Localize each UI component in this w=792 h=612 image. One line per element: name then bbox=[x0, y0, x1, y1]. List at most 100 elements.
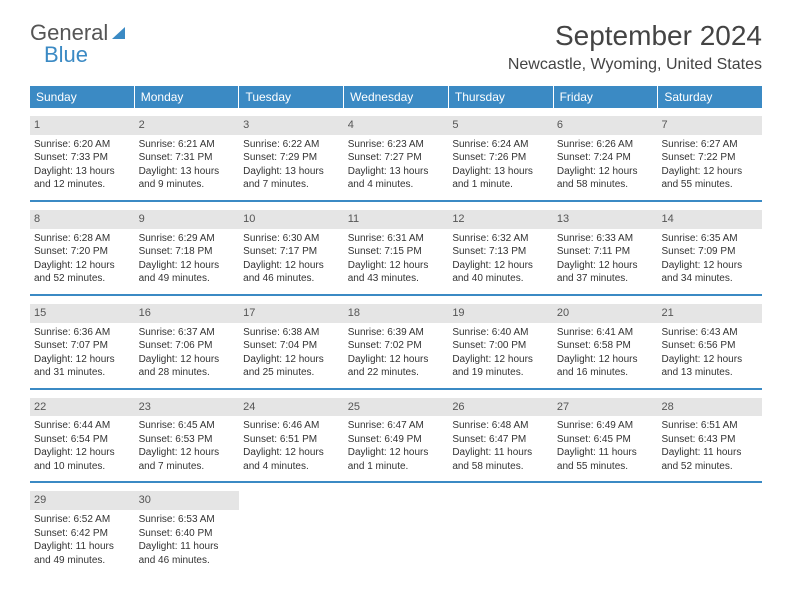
month-title: September 2024 bbox=[508, 20, 762, 52]
sunset-line: Sunset: 7:15 PM bbox=[348, 245, 445, 259]
daylight-line: Daylight: 11 hours and 55 minutes. bbox=[557, 446, 654, 473]
calendar-day: 11Sunrise: 6:31 AMSunset: 7:15 PMDayligh… bbox=[344, 208, 449, 294]
daylight-line: Daylight: 12 hours and 58 minutes. bbox=[557, 165, 654, 192]
sunset-line: Sunset: 6:42 PM bbox=[34, 527, 131, 541]
calendar-day: 8Sunrise: 6:28 AMSunset: 7:20 PMDaylight… bbox=[30, 208, 135, 294]
sunrise-line: Sunrise: 6:21 AM bbox=[139, 138, 236, 152]
daylight-line: Daylight: 12 hours and 40 minutes. bbox=[452, 259, 549, 286]
sunset-line: Sunset: 6:49 PM bbox=[348, 433, 445, 447]
calendar-day: 13Sunrise: 6:33 AMSunset: 7:11 PMDayligh… bbox=[553, 208, 658, 294]
sunset-line: Sunset: 7:17 PM bbox=[243, 245, 340, 259]
sunrise-line: Sunrise: 6:28 AM bbox=[34, 232, 131, 246]
sunset-line: Sunset: 7:07 PM bbox=[34, 339, 131, 353]
day-number: 10 bbox=[239, 210, 344, 229]
daylight-line: Daylight: 12 hours and 7 minutes. bbox=[139, 446, 236, 473]
calendar-day: 25Sunrise: 6:47 AMSunset: 6:49 PMDayligh… bbox=[344, 396, 449, 482]
sunrise-line: Sunrise: 6:29 AM bbox=[139, 232, 236, 246]
daylight-line: Daylight: 12 hours and 28 minutes. bbox=[139, 353, 236, 380]
sunset-line: Sunset: 6:58 PM bbox=[557, 339, 654, 353]
daylight-line: Daylight: 12 hours and 49 minutes. bbox=[139, 259, 236, 286]
calendar-day: 24 Sunrise: 6:46 AMSunset: 6:51 PMDayligh… bbox=[239, 396, 344, 482]
sunrise-line: Sunrise: 6:46 AM bbox=[243, 419, 340, 433]
sunset-line: Sunset: 7:13 PM bbox=[452, 245, 549, 259]
daylight-line: Daylight: 13 hours and 4 minutes. bbox=[348, 165, 445, 192]
calendar-day: 27 Sunrise: 6:49 AMSunset: 6:45 PMDayligh… bbox=[553, 396, 658, 482]
sunrise-line: Sunrise: 6:20 AM bbox=[34, 138, 131, 152]
calendar-body: 1Sunrise: 6:20 AMSunset: 7:33 PMDaylight… bbox=[30, 114, 762, 575]
day-number: 8 bbox=[30, 210, 135, 229]
calendar-day: 2Sunrise: 6:21 AMSunset: 7:31 PMDaylight… bbox=[135, 114, 240, 200]
calendar-day: 18Sunrise: 6:39 AMSunset: 7:02 PMDayligh… bbox=[344, 302, 449, 388]
sunset-line: Sunset: 7:26 PM bbox=[452, 151, 549, 165]
day-number: 24 bbox=[239, 398, 344, 417]
day-number: 12 bbox=[448, 210, 553, 229]
day-number: 17 bbox=[239, 304, 344, 323]
calendar-week: 1Sunrise: 6:20 AMSunset: 7:33 PMDaylight… bbox=[30, 114, 762, 202]
daylight-line: Daylight: 12 hours and 34 minutes. bbox=[661, 259, 758, 286]
calendar-week: 15Sunrise: 6:36 AMSunset: 7:07 PMDayligh… bbox=[30, 302, 762, 390]
logo-sail-icon bbox=[110, 24, 128, 42]
day-number: 1 bbox=[30, 116, 135, 135]
sunrise-line: Sunrise: 6:26 AM bbox=[557, 138, 654, 152]
sunset-line: Sunset: 6:51 PM bbox=[243, 433, 340, 447]
daylight-line: Daylight: 12 hours and 25 minutes. bbox=[243, 353, 340, 380]
sunset-line: Sunset: 7:04 PM bbox=[243, 339, 340, 353]
calendar-day: 29Sunrise: 6:52 AMSunset: 6:42 PMDayligh… bbox=[30, 489, 135, 575]
sunrise-line: Sunrise: 6:49 AM bbox=[557, 419, 654, 433]
day-number: 26 bbox=[448, 398, 553, 417]
calendar-day: 23Sunrise: 6:45 AMSunset: 6:53 PMDayligh… bbox=[135, 396, 240, 482]
daylight-line: Daylight: 13 hours and 12 minutes. bbox=[34, 165, 131, 192]
sunset-line: Sunset: 6:53 PM bbox=[139, 433, 236, 447]
daylight-line: Daylight: 12 hours and 1 minute. bbox=[348, 446, 445, 473]
sunrise-line: Sunrise: 6:33 AM bbox=[557, 232, 654, 246]
sunset-line: Sunset: 7:06 PM bbox=[139, 339, 236, 353]
sunset-line: Sunset: 6:47 PM bbox=[452, 433, 549, 447]
sunrise-line: Sunrise: 6:24 AM bbox=[452, 138, 549, 152]
calendar-day: 19Sunrise: 6:40 AMSunset: 7:00 PMDayligh… bbox=[448, 302, 553, 388]
weekday-header: Friday bbox=[554, 86, 659, 108]
day-number: 4 bbox=[344, 116, 449, 135]
weekday-header: Monday bbox=[135, 86, 240, 108]
calendar-day: 17 Sunrise: 6:38 AMSunset: 7:04 PMDayligh… bbox=[239, 302, 344, 388]
sunset-line: Sunset: 7:00 PM bbox=[452, 339, 549, 353]
sunset-line: Sunset: 6:45 PM bbox=[557, 433, 654, 447]
calendar-day: 28Sunrise: 6:51 AMSunset: 6:43 PMDayligh… bbox=[657, 396, 762, 482]
sunset-line: Sunset: 7:24 PM bbox=[557, 151, 654, 165]
sunrise-line: Sunrise: 6:27 AM bbox=[661, 138, 758, 152]
calendar-day: 20Sunrise: 6:41 AMSunset: 6:58 PMDayligh… bbox=[553, 302, 658, 388]
day-number: 20 bbox=[553, 304, 658, 323]
day-number: 29 bbox=[30, 491, 135, 510]
sunrise-line: Sunrise: 6:38 AM bbox=[243, 326, 340, 340]
calendar: SundayMondayTuesdayWednesdayThursdayFrid… bbox=[30, 86, 762, 575]
day-number: 16 bbox=[135, 304, 240, 323]
daylight-line: Daylight: 13 hours and 1 minute. bbox=[452, 165, 549, 192]
daylight-line: Daylight: 12 hours and 4 minutes. bbox=[243, 446, 340, 473]
location: Newcastle, Wyoming, United States bbox=[508, 56, 762, 74]
calendar-day: 4Sunrise: 6:23 AMSunset: 7:27 PMDaylight… bbox=[344, 114, 449, 200]
sunrise-line: Sunrise: 6:53 AM bbox=[139, 513, 236, 527]
daylight-line: Daylight: 11 hours and 52 minutes. bbox=[661, 446, 758, 473]
daylight-line: Daylight: 13 hours and 7 minutes. bbox=[243, 165, 340, 192]
sunrise-line: Sunrise: 6:23 AM bbox=[348, 138, 445, 152]
calendar-day: 26Sunrise: 6:48 AMSunset: 6:47 PMDayligh… bbox=[448, 396, 553, 482]
day-number: 23 bbox=[135, 398, 240, 417]
daylight-line: Daylight: 11 hours and 49 minutes. bbox=[34, 540, 131, 567]
weekday-header: Wednesday bbox=[344, 86, 449, 108]
daylight-line: Daylight: 13 hours and 9 minutes. bbox=[139, 165, 236, 192]
calendar-day: 22Sunrise: 6:44 AMSunset: 6:54 PMDayligh… bbox=[30, 396, 135, 482]
daylight-line: Daylight: 11 hours and 46 minutes. bbox=[139, 540, 236, 567]
weekday-header: Thursday bbox=[449, 86, 554, 108]
calendar-day: 21Sunrise: 6:43 AMSunset: 6:56 PMDayligh… bbox=[657, 302, 762, 388]
sunset-line: Sunset: 7:33 PM bbox=[34, 151, 131, 165]
day-number: 14 bbox=[657, 210, 762, 229]
sunrise-line: Sunrise: 6:40 AM bbox=[452, 326, 549, 340]
sunrise-line: Sunrise: 6:36 AM bbox=[34, 326, 131, 340]
day-number: 3 bbox=[239, 116, 344, 135]
weekday-header: Saturday bbox=[658, 86, 762, 108]
day-number: 9 bbox=[135, 210, 240, 229]
daylight-line: Daylight: 12 hours and 46 minutes. bbox=[243, 259, 340, 286]
day-number: 27 bbox=[553, 398, 658, 417]
sunset-line: Sunset: 6:40 PM bbox=[139, 527, 236, 541]
calendar-week: 29Sunrise: 6:52 AMSunset: 6:42 PMDayligh… bbox=[30, 489, 762, 575]
sunset-line: Sunset: 7:18 PM bbox=[139, 245, 236, 259]
